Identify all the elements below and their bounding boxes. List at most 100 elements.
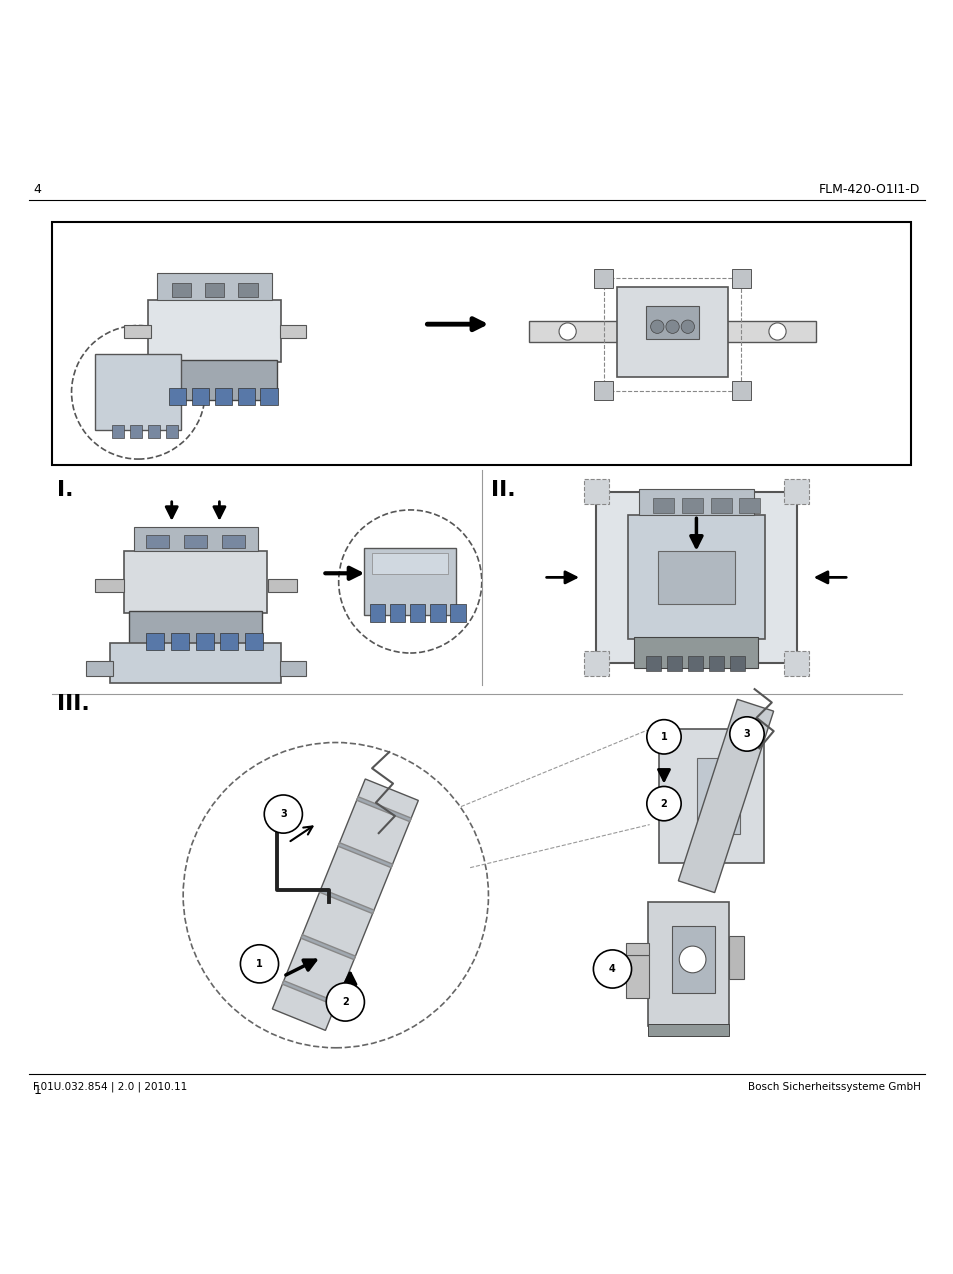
Polygon shape bbox=[337, 842, 393, 868]
Bar bbox=[372, 553, 448, 573]
Bar bbox=[625, 954, 648, 998]
Bar bbox=[214, 387, 232, 405]
Bar bbox=[129, 612, 262, 645]
Bar bbox=[658, 550, 734, 604]
Circle shape bbox=[646, 786, 680, 820]
Bar bbox=[86, 661, 112, 676]
Circle shape bbox=[680, 320, 694, 334]
Bar bbox=[625, 943, 648, 954]
Bar bbox=[184, 535, 207, 549]
Polygon shape bbox=[678, 699, 773, 893]
Bar bbox=[410, 604, 425, 622]
Bar bbox=[594, 381, 613, 400]
Text: 3: 3 bbox=[279, 809, 287, 819]
Bar bbox=[728, 935, 743, 978]
Bar bbox=[148, 424, 160, 438]
Bar bbox=[95, 578, 124, 592]
Polygon shape bbox=[300, 935, 355, 959]
Bar bbox=[110, 643, 281, 683]
Bar bbox=[112, 424, 124, 438]
Bar bbox=[450, 604, 465, 622]
Text: F.01U.032.854 | 2.0 | 2010.11: F.01U.032.854 | 2.0 | 2010.11 bbox=[33, 1082, 188, 1092]
Text: 1: 1 bbox=[255, 959, 263, 968]
Bar bbox=[205, 283, 224, 297]
Bar bbox=[237, 387, 254, 405]
Bar bbox=[647, 902, 728, 1027]
Bar bbox=[739, 498, 760, 512]
Bar bbox=[279, 325, 306, 339]
Bar bbox=[687, 656, 702, 671]
Bar bbox=[268, 578, 296, 592]
Bar bbox=[645, 306, 699, 339]
Circle shape bbox=[729, 717, 763, 752]
Polygon shape bbox=[356, 796, 411, 822]
Circle shape bbox=[240, 945, 278, 984]
Bar bbox=[596, 492, 796, 664]
Bar bbox=[639, 489, 753, 516]
Bar bbox=[364, 548, 456, 615]
Circle shape bbox=[183, 743, 488, 1047]
Bar bbox=[671, 926, 714, 992]
Bar bbox=[172, 283, 191, 297]
Circle shape bbox=[71, 326, 205, 459]
Circle shape bbox=[768, 322, 785, 340]
Bar bbox=[430, 604, 445, 622]
Bar bbox=[52, 222, 910, 465]
Bar bbox=[710, 498, 731, 512]
Text: 2: 2 bbox=[659, 799, 667, 809]
Bar bbox=[666, 656, 681, 671]
Bar bbox=[95, 354, 181, 431]
Bar bbox=[583, 479, 608, 505]
Bar bbox=[659, 729, 763, 862]
Bar bbox=[681, 498, 702, 512]
Bar bbox=[390, 604, 405, 622]
Bar bbox=[146, 535, 169, 549]
Bar bbox=[697, 758, 740, 834]
Bar bbox=[124, 325, 151, 339]
Polygon shape bbox=[272, 778, 418, 1031]
Bar bbox=[708, 656, 723, 671]
Bar bbox=[370, 604, 385, 622]
Circle shape bbox=[650, 320, 663, 334]
Bar bbox=[166, 424, 178, 438]
Bar bbox=[627, 516, 764, 640]
Polygon shape bbox=[319, 889, 374, 913]
Text: 3: 3 bbox=[742, 729, 750, 739]
Circle shape bbox=[665, 320, 679, 334]
Bar bbox=[133, 527, 257, 552]
Bar bbox=[634, 637, 758, 668]
Bar bbox=[192, 387, 209, 405]
Bar bbox=[647, 1024, 728, 1036]
Circle shape bbox=[326, 984, 364, 1020]
Bar bbox=[603, 278, 740, 391]
Bar bbox=[130, 424, 142, 438]
Circle shape bbox=[593, 950, 631, 989]
Text: 1: 1 bbox=[659, 731, 667, 741]
Text: FLM-420-O1I1-D: FLM-420-O1I1-D bbox=[819, 183, 920, 196]
Bar bbox=[731, 269, 750, 288]
Bar bbox=[731, 381, 750, 400]
Circle shape bbox=[646, 720, 680, 754]
Bar bbox=[583, 651, 608, 675]
Bar bbox=[146, 633, 164, 650]
Bar bbox=[594, 269, 613, 288]
Bar bbox=[729, 656, 744, 671]
Text: Bosch Sicherheitssysteme GmbH: Bosch Sicherheitssysteme GmbH bbox=[747, 1082, 920, 1092]
Bar bbox=[260, 387, 277, 405]
Bar bbox=[152, 361, 276, 400]
Circle shape bbox=[338, 510, 481, 654]
Bar bbox=[783, 651, 808, 675]
Text: II.: II. bbox=[491, 479, 516, 499]
Text: 2: 2 bbox=[341, 998, 349, 1006]
Bar bbox=[124, 552, 267, 613]
Bar bbox=[279, 661, 306, 676]
Text: 4: 4 bbox=[33, 183, 41, 196]
Circle shape bbox=[264, 795, 302, 833]
Bar bbox=[783, 479, 808, 505]
Bar bbox=[653, 498, 674, 512]
Bar bbox=[148, 301, 281, 362]
Circle shape bbox=[558, 322, 576, 340]
Bar bbox=[245, 633, 263, 650]
Bar bbox=[222, 535, 245, 549]
Bar bbox=[157, 274, 272, 301]
